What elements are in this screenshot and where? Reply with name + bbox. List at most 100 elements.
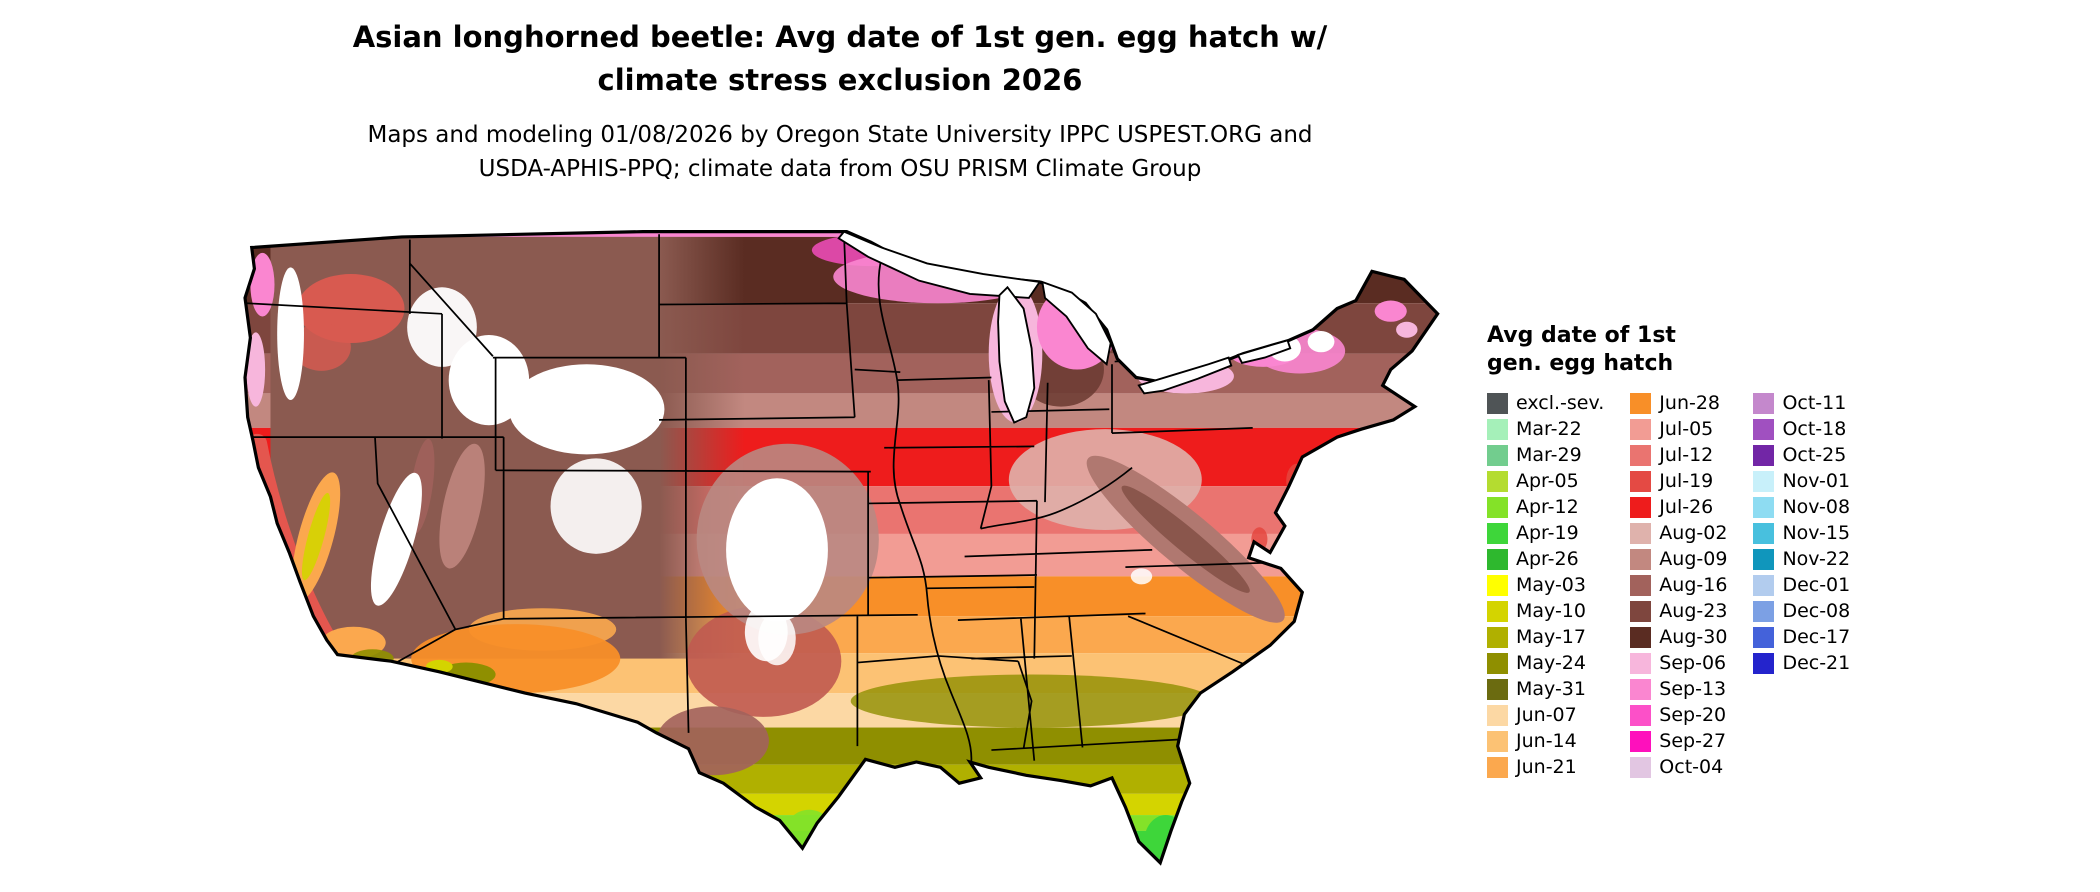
legend-item: Sep-13 bbox=[1630, 676, 1727, 702]
legend-label: Jun-07 bbox=[1516, 704, 1577, 726]
legend-label: May-24 bbox=[1516, 652, 1586, 674]
legend-label: Jun-28 bbox=[1659, 392, 1721, 414]
legend-color-swatch bbox=[1630, 626, 1652, 648]
legend-label: Oct-18 bbox=[1782, 418, 1847, 440]
legend-item: Apr-26 bbox=[1487, 546, 1604, 572]
legend-item: Mar-29 bbox=[1487, 442, 1604, 468]
legend-column: Jun-28 Jul-05 Jul-12 Jul-19 Jul-26 Aug-02 Aug-… bbox=[1630, 390, 1727, 780]
legend-item: Aug-02 bbox=[1630, 520, 1727, 546]
legend-color-swatch bbox=[1487, 470, 1508, 492]
legend-item: Sep-06 bbox=[1630, 650, 1727, 676]
legend-color-swatch bbox=[1753, 574, 1775, 596]
legend-item: Oct-11 bbox=[1753, 390, 1850, 416]
legend-color-swatch bbox=[1753, 470, 1775, 492]
map-subtitle-line2: USDA-APHIS-PPQ; climate data from OSU PR… bbox=[478, 156, 1202, 182]
legend-color-swatch bbox=[1630, 678, 1652, 700]
legend-label: Sep-27 bbox=[1659, 730, 1727, 752]
legend-label: Dec-21 bbox=[1782, 652, 1851, 674]
legend-item: May-17 bbox=[1487, 624, 1604, 650]
map-subtitle: Maps and modeling 01/08/2026 by Oregon S… bbox=[0, 118, 1680, 186]
legend-label: Aug-09 bbox=[1659, 548, 1728, 570]
legend-label: Sep-20 bbox=[1659, 704, 1727, 726]
legend-color-swatch bbox=[1753, 600, 1775, 622]
legend-color-swatch bbox=[1630, 756, 1652, 778]
legend-label: May-03 bbox=[1516, 574, 1586, 596]
legend-color-swatch bbox=[1753, 626, 1775, 648]
legend-color-swatch bbox=[1753, 392, 1775, 414]
legend-color-swatch bbox=[1753, 444, 1775, 466]
legend-label: May-17 bbox=[1516, 626, 1586, 648]
legend-color-swatch bbox=[1487, 496, 1508, 518]
legend-label: Oct-25 bbox=[1782, 444, 1847, 466]
legend-title: Avg date of 1st gen. egg hatch bbox=[1487, 322, 1850, 378]
legend-color-swatch bbox=[1487, 652, 1508, 674]
legend-column: excl.-sev. Mar-22 Mar-29 Apr-05 Apr-12 Apr-19… bbox=[1487, 390, 1604, 780]
legend-color-swatch bbox=[1487, 522, 1508, 544]
legend-item: Mar-22 bbox=[1487, 416, 1604, 442]
legend-color-swatch bbox=[1753, 652, 1775, 674]
legend-label: Mar-22 bbox=[1516, 418, 1582, 440]
legend-item: Jul-05 bbox=[1630, 416, 1727, 442]
us-map bbox=[241, 221, 1447, 884]
legend-item: May-24 bbox=[1487, 650, 1604, 676]
legend-label: Nov-15 bbox=[1782, 522, 1851, 544]
legend-label: Sep-13 bbox=[1659, 678, 1727, 700]
legend-item: Dec-01 bbox=[1753, 572, 1850, 598]
legend-color-swatch bbox=[1753, 418, 1775, 440]
legend-item: Nov-08 bbox=[1753, 494, 1850, 520]
legend-item: Apr-05 bbox=[1487, 468, 1604, 494]
legend-item: Jun-28 bbox=[1630, 390, 1727, 416]
legend-label: Oct-11 bbox=[1782, 392, 1847, 414]
legend-color-swatch bbox=[1630, 704, 1652, 726]
legend-column: Oct-11 Oct-18 Oct-25 Nov-01 Nov-08 Nov-15 Nov-… bbox=[1753, 390, 1850, 676]
legend-label: Jul-05 bbox=[1659, 418, 1714, 440]
legend-item: Jul-26 bbox=[1630, 494, 1727, 520]
legend-color-swatch bbox=[1630, 600, 1652, 622]
legend-label: Jul-19 bbox=[1659, 470, 1714, 492]
legend-label: May-31 bbox=[1516, 678, 1586, 700]
legend-item: Jun-14 bbox=[1487, 728, 1604, 754]
map-title-line2: climate stress exclusion 2026 bbox=[597, 63, 1083, 97]
legend-label: Nov-22 bbox=[1782, 548, 1851, 570]
legend-item: Apr-12 bbox=[1487, 494, 1604, 520]
map-subtitle-line1: Maps and modeling 01/08/2026 by Oregon S… bbox=[367, 122, 1313, 148]
legend-label: Nov-01 bbox=[1782, 470, 1851, 492]
legend-label: Apr-05 bbox=[1516, 470, 1579, 492]
legend-item: Oct-18 bbox=[1753, 416, 1850, 442]
legend-item: excl.-sev. bbox=[1487, 390, 1604, 416]
legend-label: Jun-14 bbox=[1516, 730, 1577, 752]
legend-label: Sep-06 bbox=[1659, 652, 1727, 674]
legend-color-swatch bbox=[1630, 522, 1652, 544]
legend-color-swatch bbox=[1487, 756, 1508, 778]
legend-color-swatch bbox=[1487, 626, 1508, 648]
legend-color-swatch bbox=[1630, 496, 1652, 518]
legend-item: Jul-12 bbox=[1630, 442, 1727, 468]
legend-item: Aug-30 bbox=[1630, 624, 1727, 650]
legend-label: Nov-08 bbox=[1782, 496, 1851, 518]
legend-item: Dec-21 bbox=[1753, 650, 1850, 676]
legend-color-swatch bbox=[1630, 444, 1652, 466]
legend-color-swatch bbox=[1487, 574, 1508, 596]
legend-label: Aug-30 bbox=[1659, 626, 1728, 648]
legend-item: Sep-20 bbox=[1630, 702, 1727, 728]
legend-label: Aug-16 bbox=[1659, 574, 1728, 596]
legend-label: Aug-02 bbox=[1659, 522, 1728, 544]
legend-color-swatch bbox=[1753, 522, 1775, 544]
legend-item: Nov-22 bbox=[1753, 546, 1850, 572]
legend-label: Jul-26 bbox=[1659, 496, 1714, 518]
legend-item: Jun-07 bbox=[1487, 702, 1604, 728]
legend-color-swatch bbox=[1487, 730, 1508, 752]
legend-item: Jul-19 bbox=[1630, 468, 1727, 494]
legend-label: Mar-29 bbox=[1516, 444, 1582, 466]
us-map-svg bbox=[243, 230, 1440, 866]
lake-huron-shape bbox=[1041, 280, 1112, 366]
legend-title-line2: gen. egg hatch bbox=[1487, 351, 1674, 376]
legend-columns: excl.-sev. Mar-22 Mar-29 Apr-05 Apr-12 Apr-19… bbox=[1487, 390, 1850, 780]
legend-color-swatch bbox=[1630, 574, 1652, 596]
legend-label: Dec-17 bbox=[1782, 626, 1851, 648]
great-lakes bbox=[837, 230, 1292, 424]
legend-color-swatch bbox=[1630, 652, 1652, 674]
legend-label: May-10 bbox=[1516, 600, 1586, 622]
legend-label: Dec-01 bbox=[1782, 574, 1851, 596]
legend-color-swatch bbox=[1487, 548, 1508, 570]
